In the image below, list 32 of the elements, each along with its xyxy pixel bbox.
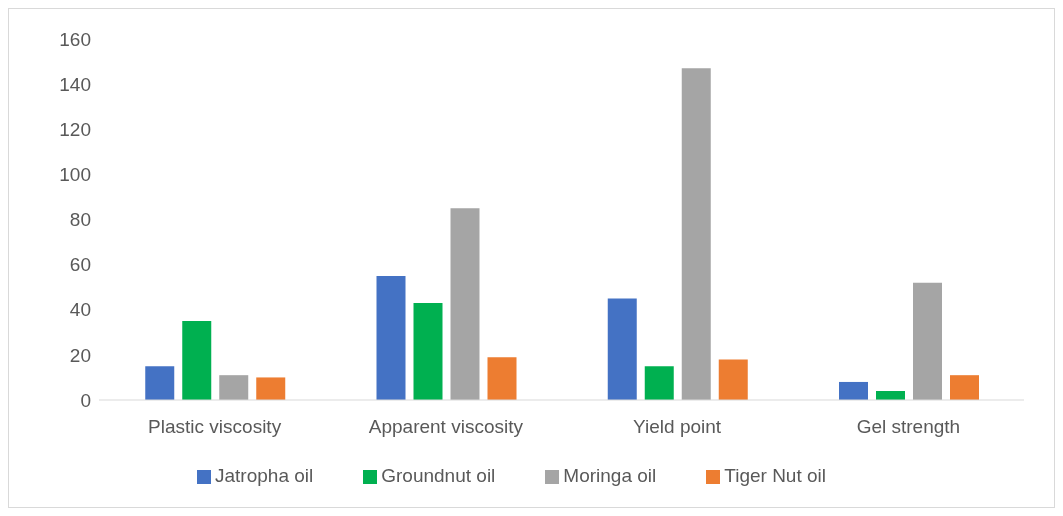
x-tick-label: Gel strength (856, 416, 961, 438)
bar (607, 298, 637, 400)
bar (913, 282, 942, 400)
bar (644, 366, 674, 400)
y-tick-label: 0 (80, 389, 91, 411)
bar (681, 68, 711, 400)
x-tick-label: Plastic viscosity (148, 416, 282, 438)
legend-label: Groundnut oil (381, 465, 496, 486)
y-tick-label: 40 (69, 299, 91, 321)
y-tick-label: 20 (69, 344, 91, 366)
bar (839, 381, 868, 400)
bar (450, 208, 480, 400)
legend-label: Tiger Nut oil (724, 465, 826, 486)
x-tick-label: Apparent viscosity (368, 416, 524, 438)
bar (256, 377, 286, 400)
bar (413, 302, 443, 400)
bar (487, 357, 517, 400)
bar (219, 375, 249, 400)
y-tick-label: 140 (59, 73, 91, 95)
legend-label: Jatropha oil (215, 465, 314, 486)
bar (950, 375, 979, 400)
bar (376, 275, 406, 400)
legend-label: Moringa oil (563, 465, 657, 486)
y-tick-label: 60 (69, 254, 91, 276)
y-tick-label: 120 (59, 119, 91, 140)
y-tick-label: 80 (69, 209, 91, 231)
y-tick-label: 100 (59, 164, 91, 186)
bar (145, 366, 175, 400)
bar (718, 359, 748, 400)
x-tick-label: Yield point (633, 416, 722, 438)
bar (182, 321, 212, 400)
y-tick-label: 160 (59, 28, 91, 50)
